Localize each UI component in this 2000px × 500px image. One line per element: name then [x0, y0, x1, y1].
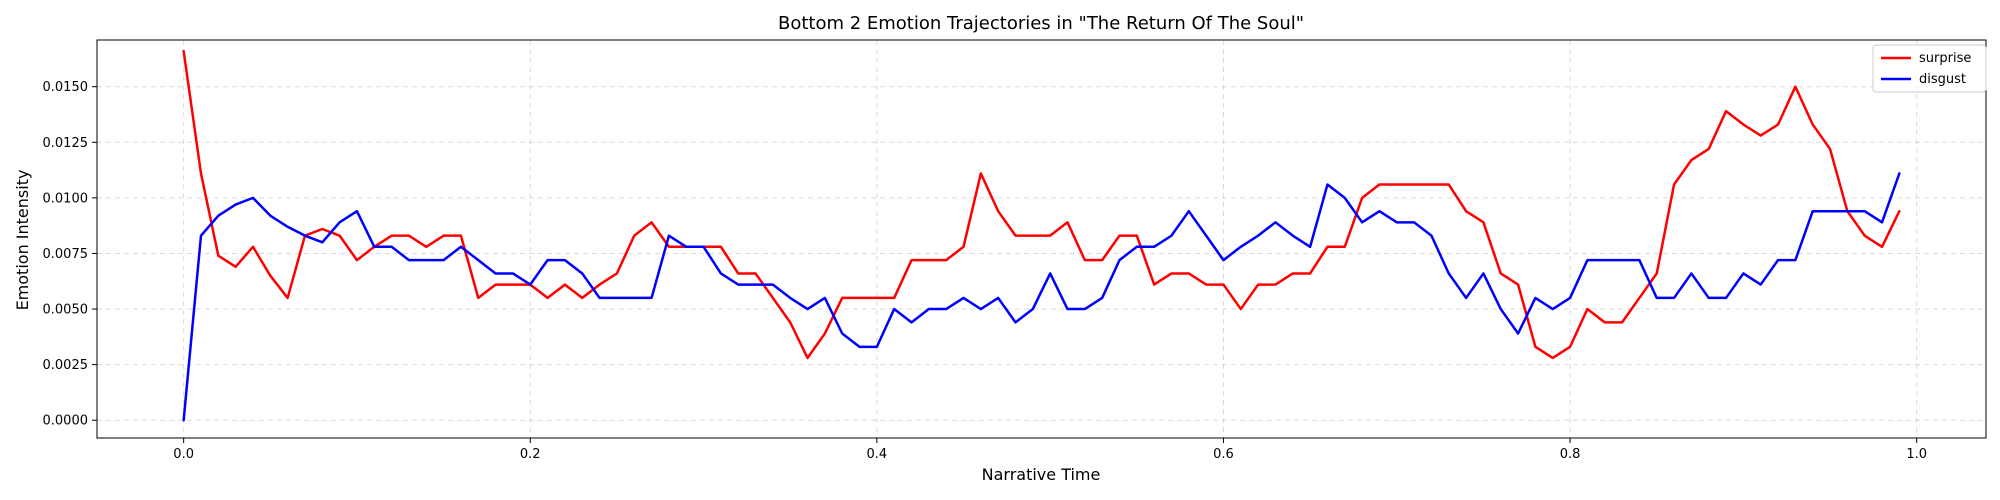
x-tick-label: 0.2 [520, 447, 541, 462]
y-tick-label: 0.0025 [43, 358, 89, 373]
y-axis-ticks: 0.0000 0.0025 0.0050 0.0075 0.0100 0.0125 0.01… [43, 80, 97, 429]
legend-label-surprise: surprise [1919, 51, 1971, 66]
y-tick-label: 0.0050 [43, 303, 89, 318]
plot-frame [96, 39, 1987, 439]
y-tick-label: 0.0000 [43, 414, 89, 429]
y-tick-label: 0.0100 [43, 191, 89, 206]
chart-title: Bottom 2 Emotion Trajectories in "The Re… [778, 13, 1304, 34]
x-tick-label: 0.8 [1560, 447, 1581, 462]
y-axis-title: Emotion Intensity [13, 170, 32, 311]
x-tick-label: 0.6 [1213, 447, 1234, 462]
legend: surprise disgust [1872, 44, 1987, 93]
series-line-disgust [182, 172, 1901, 422]
y-tick-label: 0.0075 [43, 247, 89, 262]
grid-layer [97, 40, 1986, 438]
y-tick-label: 0.0125 [43, 136, 89, 151]
x-tick-label: 1.0 [1906, 447, 1927, 462]
x-axis-title: Narrative Time [982, 465, 1101, 484]
x-tick-label: 0.0 [173, 447, 194, 462]
x-tick-label: 0.4 [867, 447, 888, 462]
series-layer [182, 49, 1901, 422]
y-tick-label: 0.0150 [43, 80, 89, 95]
legend-label-disgust: disgust [1919, 72, 1966, 87]
series-line-surprise [182, 49, 1901, 360]
x-axis-ticks: 0.0 0.2 0.4 0.6 0.8 1.0 [173, 438, 1927, 462]
